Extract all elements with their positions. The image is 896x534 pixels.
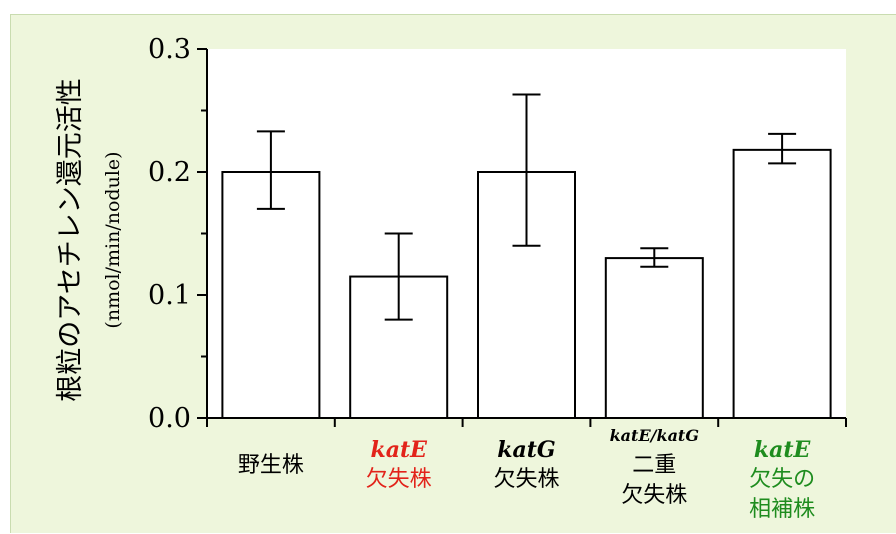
bar (732, 148, 832, 420)
category-text-line: 野生株 (237, 453, 304, 478)
category-text-line: 相補株 (749, 497, 816, 522)
category-label: 野生株 (211, 451, 331, 481)
chart-frame: 0.0 0.1 0.2 0.3 根粒のアセチレン還元活性 (nmol/min/nodu… (10, 14, 896, 533)
bar-chart: 0.0 0.1 0.2 0.3 根粒のアセチレン還元活性 (nmol/min/nodu… (55, 34, 847, 434)
y-tick-label: 0.1 (148, 280, 191, 311)
bar (604, 257, 704, 419)
y-axis-unit: (nmol/min/nodule) (102, 151, 124, 328)
category-label: katE 欠失の相補株 (722, 435, 842, 525)
category-text-line: 二重 (632, 453, 677, 478)
category-text-line: 欠失の (749, 467, 816, 492)
y-tick-label: 0.2 (148, 157, 191, 188)
category-label: katE/katG 二重欠失株 (594, 421, 714, 511)
y-tick-label: 0.3 (148, 34, 191, 65)
category-label: katG 欠失株 (467, 435, 587, 495)
y-tick-label: 0.0 (148, 403, 191, 434)
category-gene-label: katE (370, 437, 427, 463)
bar (221, 171, 321, 419)
category-text-line: 欠失株 (365, 467, 432, 492)
category-text-line: 欠失株 (621, 483, 688, 508)
category-gene-label: katE/katG (609, 426, 699, 445)
category-gene-label: katG (497, 437, 556, 463)
error-bars-group (256, 93, 797, 321)
category-text-line: 欠失株 (493, 467, 560, 492)
category-label: katE 欠失株 (339, 435, 459, 495)
y-axis-label: 根粒のアセチレン還元活性 (55, 78, 86, 401)
bars-group (221, 148, 832, 420)
category-gene-label: katE (753, 437, 811, 463)
